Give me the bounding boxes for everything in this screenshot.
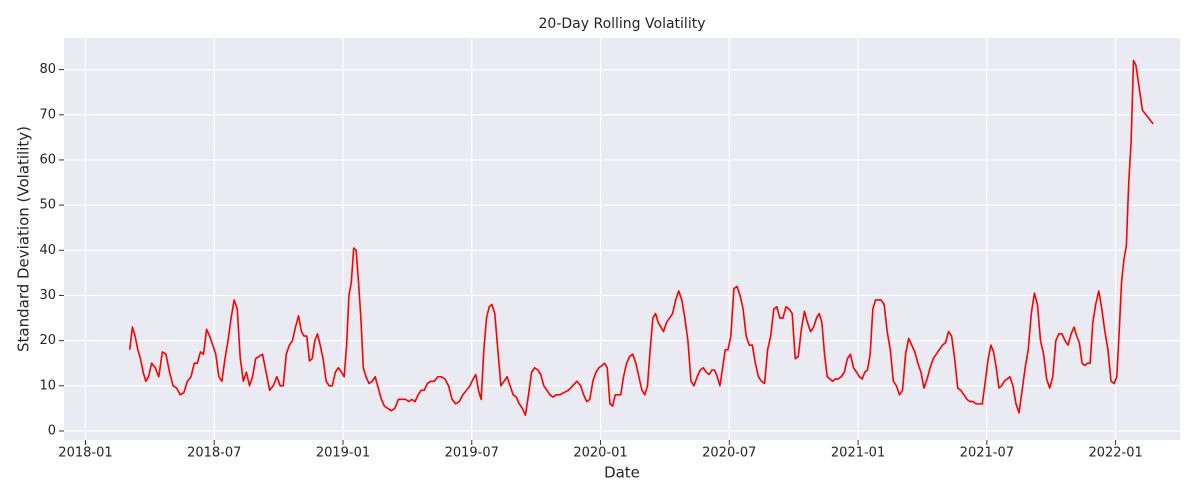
y-tick-label: 70 <box>39 107 56 122</box>
y-tick-label: 0 <box>48 423 56 438</box>
chart-title: 20-Day Rolling Volatility <box>539 16 706 32</box>
y-axis-label: Standard Deviation (Volatility) <box>15 126 33 352</box>
y-tick-label: 50 <box>39 198 56 213</box>
x-tick-label: 2021-07 <box>960 446 1014 461</box>
y-tick-label: 40 <box>39 243 56 258</box>
x-tick-label: 2020-07 <box>702 446 756 461</box>
x-axis-label: Date <box>604 464 640 482</box>
y-tick-label: 10 <box>39 378 56 393</box>
y-tick-label: 60 <box>39 152 56 167</box>
x-tick-label: 2019-07 <box>445 446 499 461</box>
y-tick-label: 30 <box>39 288 56 303</box>
x-tick-label: 2018-01 <box>58 446 112 461</box>
plot-area <box>64 38 1180 440</box>
y-tick-label: 80 <box>39 62 56 77</box>
line <box>128 59 1154 416</box>
x-tick-label: 2020-01 <box>573 446 627 461</box>
x-tick-label: 2019-01 <box>316 446 370 461</box>
x-tick-label: 2021-01 <box>831 446 885 461</box>
x-tick-label: 2018-07 <box>187 446 241 461</box>
x-tick-label: 2022-01 <box>1088 446 1142 461</box>
y-tick-label: 20 <box>39 333 56 348</box>
